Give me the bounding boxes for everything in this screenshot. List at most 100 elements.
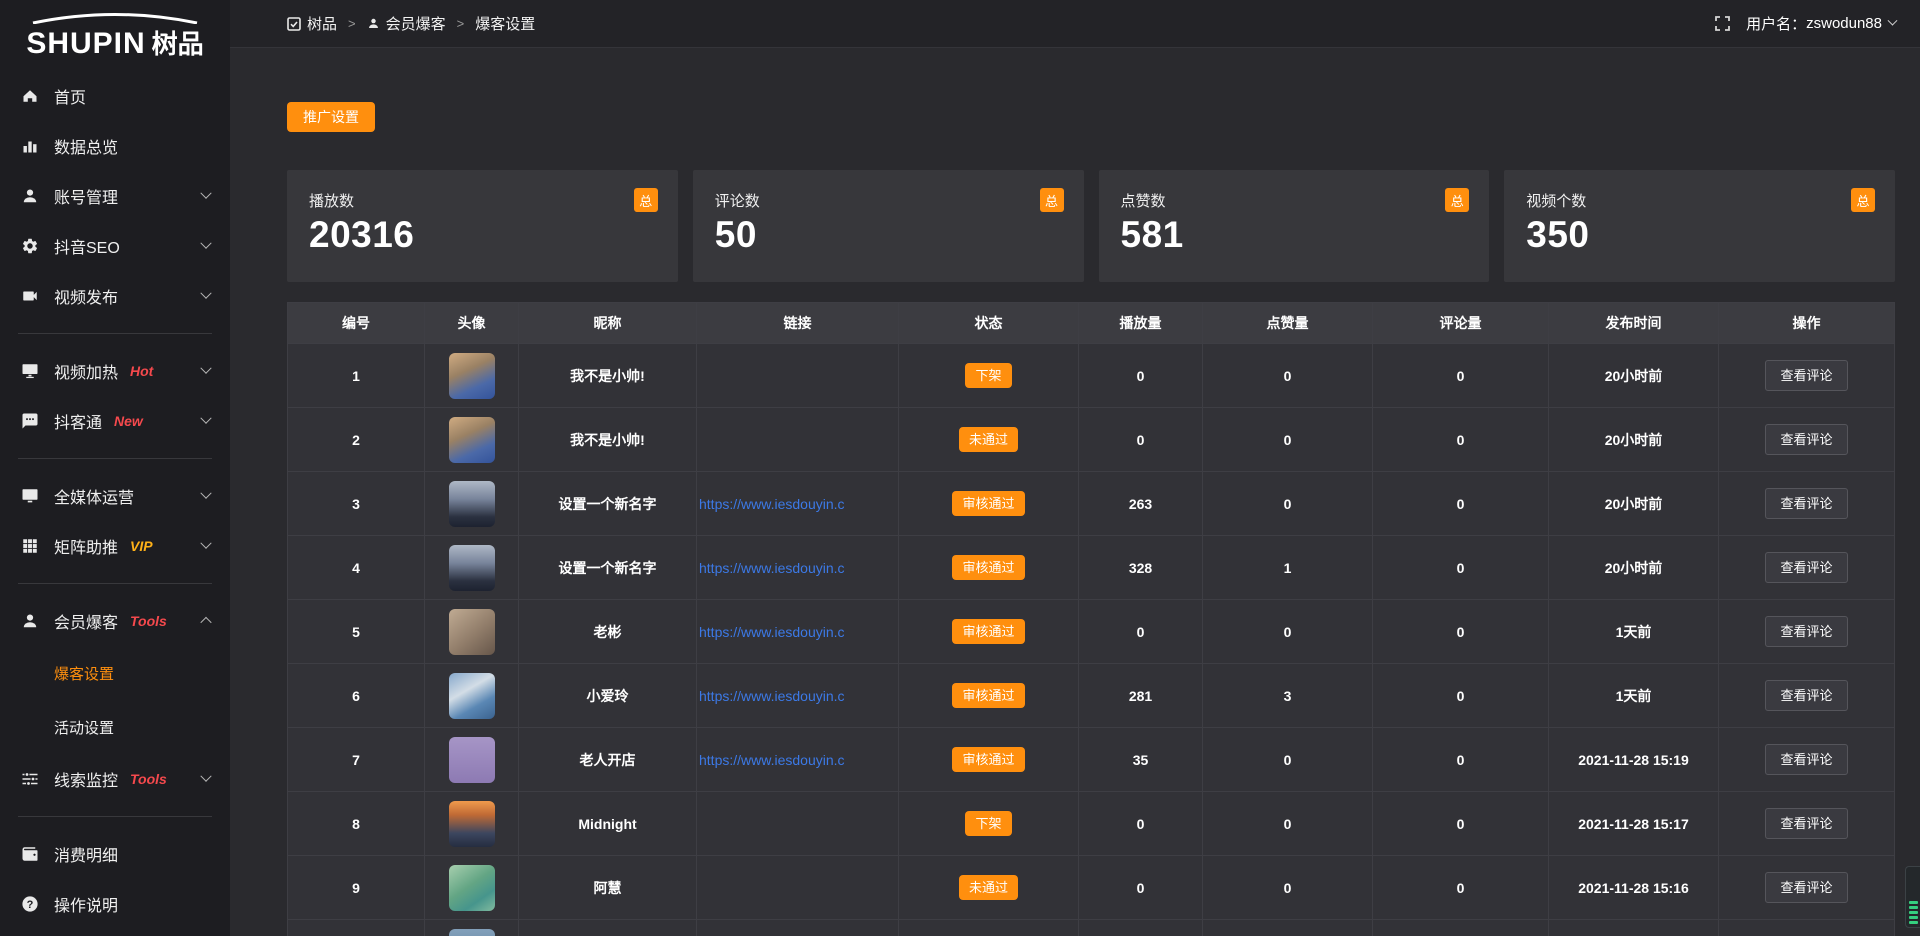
table-row: 1 我不是小帅! 下架 0 0 0 — [288, 344, 1894, 408]
user-menu[interactable]: 用户名： zswodun88 — [1746, 13, 1898, 34]
breadcrumb-item-member-baoke[interactable]: 会员爆客 — [367, 13, 446, 34]
view-comments-button[interactable]: 查看评论 — [1765, 872, 1848, 903]
link-cell: https://www.iesdouyin.c — [697, 728, 899, 791]
stat-card: 评论数 50 总 — [692, 170, 1084, 282]
videos-table: 编号 头像 昵称 链接 状态 播放量 点赞量 评论量 发布时间 — [287, 302, 1895, 936]
plays-count: 328 — [1079, 536, 1203, 599]
status-cell: 审核通过 — [899, 664, 1079, 727]
sidebar-subitem-baoke-settings[interactable]: 爆客设置 — [0, 646, 230, 700]
column-header: 评论量 — [1373, 303, 1549, 343]
total-badge: 总 — [1851, 188, 1875, 212]
view-comments-button[interactable]: 查看评论 — [1765, 680, 1848, 711]
sidebar-item-member-baoke[interactable]: 会员爆客 Tools — [0, 596, 230, 646]
likes-count: 0 — [1203, 728, 1373, 791]
hot-badge: Hot — [130, 363, 154, 379]
comments-count: 0 — [1373, 408, 1549, 471]
wallet-icon — [20, 844, 40, 864]
floating-widget[interactable] — [1905, 866, 1920, 928]
sidebar-item-douketong[interactable]: 抖客通 New — [0, 396, 230, 446]
gear-icon — [20, 236, 40, 256]
status-cell: 下架 — [899, 792, 1079, 855]
video-link[interactable]: https://www.iesdouyin.c — [699, 495, 845, 512]
sidebar-item-video-publish[interactable]: 视频发布 — [0, 271, 230, 321]
column-header: 状态 — [899, 303, 1079, 343]
plays-count: 0 — [1079, 344, 1203, 407]
row-number: 9 — [288, 856, 425, 919]
view-comments-button[interactable]: 查看评论 — [1765, 552, 1848, 583]
column-header: 操作 — [1792, 315, 1821, 331]
sidebar-item-matrix-boost[interactable]: 矩阵助推 VIP — [0, 521, 230, 571]
link-cell: https://www.iesdouyin.c — [697, 472, 899, 535]
avatar-cell — [425, 856, 519, 919]
publish-time: 1天前 — [1549, 600, 1719, 663]
view-comments-button[interactable]: 查看评论 — [1765, 488, 1848, 519]
row-number: 4 — [288, 536, 425, 599]
likes-count: 0 — [1203, 472, 1373, 535]
widget-bar — [1908, 916, 1918, 919]
sidebar: SHUPIN 树品 首页 数据总览 账号管理 抖音SEO 视频发布 — [0, 0, 230, 936]
grid-icon — [20, 536, 40, 556]
view-comments-button[interactable]: 查看评论 — [1765, 808, 1848, 839]
publish-time: 20小时前 — [1549, 472, 1719, 535]
stat-value: 350 — [1526, 214, 1590, 255]
chevron-down-icon — [200, 412, 212, 424]
avatar-cell — [425, 664, 519, 727]
breadcrumb-item-shupin[interactable]: 树品 — [287, 13, 337, 34]
chevron-down-icon — [200, 537, 212, 549]
avatar-cell — [425, 728, 519, 791]
sidebar-item-data-overview[interactable]: 数据总览 — [0, 121, 230, 171]
promo-settings-button[interactable]: 推广设置 — [287, 102, 375, 132]
action-cell: 查看评论 — [1719, 600, 1894, 663]
likes-count: 0 — [1203, 600, 1373, 663]
status-cell: 未通过 — [899, 408, 1079, 471]
sidebar-subitem-activity-settings[interactable]: 活动设置 — [0, 700, 230, 754]
column-header: 链接 — [697, 303, 899, 343]
view-comments-button[interactable]: 查看评论 — [1765, 744, 1848, 775]
logo-text-cn: 树品 — [151, 29, 204, 59]
stat-value: 581 — [1120, 214, 1184, 255]
likes-count: 1 — [1203, 536, 1373, 599]
sidebar-item-label: 首页 — [54, 90, 87, 107]
sidebar-item-clue-monitor[interactable]: 线索监控 Tools — [0, 754, 230, 804]
sidebar-item-label: 视频发布 — [54, 290, 119, 307]
sidebar-item-account[interactable]: 账号管理 — [0, 171, 230, 221]
view-comments-button[interactable]: 查看评论 — [1765, 360, 1848, 391]
fullscreen-icon[interactable] — [1715, 16, 1730, 31]
video-link[interactable]: https://www.iesdouyin.c — [699, 559, 845, 576]
svg-text:?: ? — [27, 899, 34, 911]
video-link[interactable]: https://www.iesdouyin.c — [699, 623, 845, 640]
table-header-row: 编号 头像 昵称 链接 状态 播放量 点赞量 评论量 发布时间 — [288, 303, 1894, 344]
column-header: 编号 — [288, 303, 425, 343]
comments-count — [1373, 920, 1549, 936]
column-header: 发布时间 — [1549, 303, 1719, 343]
sidebar-item-operation-guide[interactable]: ? 操作说明 — [0, 879, 230, 929]
video-camera-icon — [20, 286, 40, 306]
sidebar-item-media-operation[interactable]: 全媒体运营 — [0, 471, 230, 521]
sidebar-item-consumption-detail[interactable]: 消费明细 — [0, 829, 230, 879]
question-icon: ? — [20, 894, 40, 914]
sidebar-item-video-heat[interactable]: 视频加热 Hot — [0, 346, 230, 396]
view-comments-button[interactable]: 查看评论 — [1765, 424, 1848, 455]
avatar — [448, 608, 495, 655]
vip-badge: VIP — [130, 538, 153, 554]
nickname: 设置一个新名字 — [519, 536, 697, 599]
video-link[interactable]: https://www.iesdouyin.c — [699, 687, 845, 704]
chevron-down-icon — [200, 770, 212, 782]
sidebar-item-home[interactable]: 首页 — [0, 71, 230, 121]
sidebar-item-label: 抖客通 — [54, 415, 103, 432]
plays-count: 35 — [1079, 728, 1203, 791]
action-cell: 查看评论 — [1719, 408, 1894, 471]
likes-count: 0 — [1203, 856, 1373, 919]
breadcrumb-label: 会员爆客 — [385, 16, 446, 33]
avatar — [448, 672, 495, 719]
video-link[interactable]: https://www.iesdouyin.c — [699, 751, 845, 768]
status-badge: 审核通过 — [952, 555, 1025, 580]
link-cell — [697, 792, 899, 855]
sidebar-item-label: 全媒体运营 — [54, 490, 135, 507]
row-number: 2 — [288, 408, 425, 471]
view-comments-button[interactable]: 查看评论 — [1765, 616, 1848, 647]
status-badge: 审核通过 — [952, 619, 1025, 644]
menu-divider — [18, 816, 212, 817]
action-cell: 查看评论 — [1719, 856, 1894, 919]
sidebar-item-douyin-seo[interactable]: 抖音SEO — [0, 221, 230, 271]
